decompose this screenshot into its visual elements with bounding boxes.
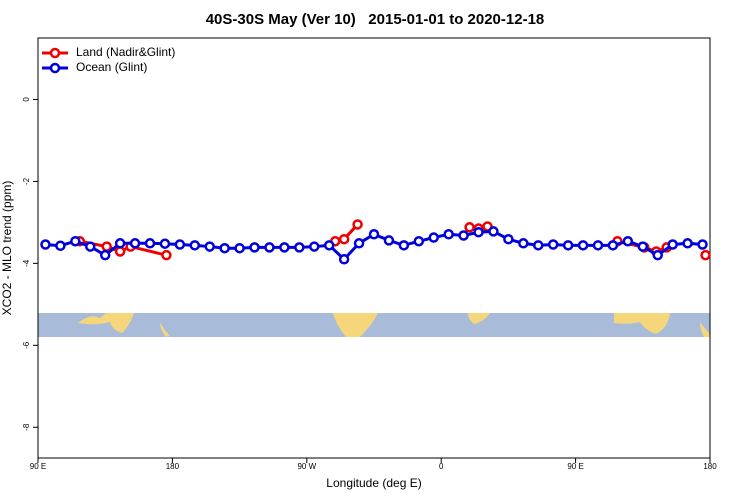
point <box>533 240 544 251</box>
point <box>204 241 215 252</box>
x-tick-label: 0 <box>439 462 444 471</box>
plot-frame <box>37 37 711 459</box>
point <box>547 239 559 250</box>
point <box>114 246 126 257</box>
point <box>592 240 604 251</box>
y-tick-label: 0 <box>22 97 31 102</box>
point <box>622 235 634 247</box>
legend-marker <box>49 47 61 59</box>
point <box>129 238 141 249</box>
x-axis-label: Longitude (deg E) <box>326 476 421 490</box>
point <box>697 239 708 250</box>
point <box>383 235 395 246</box>
y-tick-label: -2 <box>22 177 31 185</box>
point <box>234 242 245 254</box>
x-tick-label: 90 E <box>30 462 46 471</box>
point <box>428 232 439 243</box>
point <box>174 239 186 250</box>
x-tick-label: 180 <box>703 462 717 471</box>
point <box>700 249 711 261</box>
point <box>413 235 425 247</box>
x-tick-label: 90 W <box>297 462 316 471</box>
point <box>667 239 678 250</box>
point <box>159 238 171 249</box>
point <box>562 240 574 251</box>
point <box>652 249 663 261</box>
point <box>99 249 111 261</box>
point <box>458 230 469 241</box>
point <box>607 240 619 251</box>
point <box>114 238 126 249</box>
x-tick-label: 90 E <box>567 462 583 471</box>
y-tick-label: -6 <box>22 341 31 349</box>
y-axis-label: XCO2 - MLO trend (ppm) <box>0 181 14 316</box>
point <box>353 238 365 249</box>
point <box>338 233 350 245</box>
point <box>189 240 201 251</box>
point <box>368 229 380 240</box>
point <box>219 242 230 254</box>
point <box>503 233 514 245</box>
point <box>464 222 475 233</box>
legend-label: Ocean (Glint) <box>76 60 147 74</box>
point <box>577 240 589 251</box>
point <box>294 242 305 253</box>
point <box>55 240 66 251</box>
point <box>40 239 51 250</box>
point <box>637 241 649 252</box>
point <box>70 235 81 247</box>
point <box>518 238 529 249</box>
point <box>264 242 275 253</box>
y-tick-label: -4 <box>22 259 31 267</box>
point <box>473 226 484 238</box>
point <box>338 254 350 265</box>
point <box>682 238 693 249</box>
point <box>249 242 260 253</box>
point <box>85 241 96 252</box>
x-tick-label: 180 <box>166 462 180 471</box>
point <box>398 240 410 251</box>
y-tick-label: -8 <box>22 423 31 431</box>
point <box>101 241 112 252</box>
legend-marker <box>49 62 61 74</box>
point <box>323 240 335 251</box>
chart-title: 40S-30S May (Ver 10) 2015-01-01 to 2020-… <box>206 11 545 28</box>
point <box>144 238 156 249</box>
point <box>488 226 499 237</box>
point <box>309 241 320 252</box>
map-strip <box>38 313 710 337</box>
point <box>279 242 290 253</box>
point <box>352 219 363 230</box>
point <box>443 229 454 240</box>
legend-label: Land (Nadir&Glint) <box>76 45 175 59</box>
point <box>161 249 172 261</box>
